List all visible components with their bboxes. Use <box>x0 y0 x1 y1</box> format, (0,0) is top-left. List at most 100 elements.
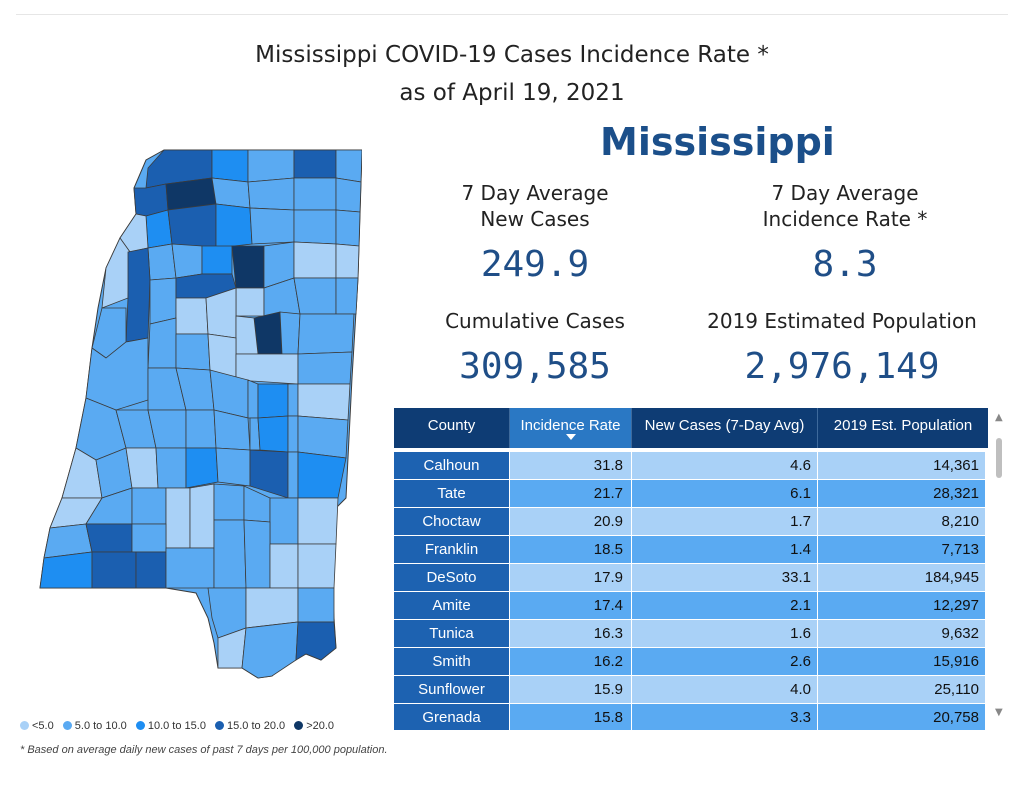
county[interactable] <box>147 243 177 281</box>
cell-county: Franklin <box>394 536 510 564</box>
county[interactable] <box>247 379 259 419</box>
county[interactable] <box>165 487 191 549</box>
cell-population: 8,210 <box>818 508 986 536</box>
county[interactable] <box>293 209 337 245</box>
scroll-up-icon[interactable]: ▲ <box>995 412 1003 423</box>
table-row[interactable]: Tunica 16.3 1.6 9,632 <box>394 620 988 648</box>
county[interactable] <box>175 333 211 371</box>
county[interactable] <box>215 203 253 249</box>
legend-item: >20.0 <box>294 720 334 732</box>
cell-population: 20,758 <box>818 704 986 730</box>
column-header-new-cases[interactable]: New Cases (7-Day Avg) <box>632 408 818 448</box>
kpi-population-label: 2019 Estimated Population <box>707 309 977 333</box>
county[interactable] <box>85 523 133 553</box>
county[interactable] <box>293 149 337 179</box>
county[interactable] <box>185 447 219 489</box>
county[interactable] <box>241 621 299 679</box>
county[interactable] <box>295 621 337 661</box>
county[interactable] <box>215 447 251 487</box>
county-table[interactable]: County Incidence Rate New Cases (7-Day A… <box>394 408 988 730</box>
county[interactable] <box>293 277 337 315</box>
column-header-population[interactable]: 2019 Est. Population <box>833 417 973 434</box>
county[interactable] <box>155 447 187 489</box>
county[interactable] <box>247 149 295 183</box>
county[interactable] <box>235 315 259 355</box>
county[interactable] <box>335 209 361 247</box>
table-row[interactable]: Franklin 18.5 1.4 7,713 <box>394 536 988 564</box>
county[interactable] <box>85 337 149 411</box>
county[interactable] <box>269 497 299 545</box>
table-row[interactable]: Calhoun 31.8 4.6 14,361 <box>394 452 988 480</box>
county[interactable] <box>253 311 283 355</box>
county[interactable] <box>297 351 353 385</box>
scroll-thumb[interactable] <box>996 438 1002 478</box>
cell-incidence-rate: 20.9 <box>510 508 632 536</box>
county[interactable] <box>249 207 295 245</box>
cell-county: Calhoun <box>394 452 510 480</box>
county[interactable] <box>185 409 217 449</box>
county[interactable] <box>39 551 93 589</box>
county[interactable] <box>165 547 215 589</box>
county[interactable] <box>335 177 362 213</box>
county[interactable] <box>175 297 209 335</box>
county[interactable] <box>293 241 337 279</box>
table-row[interactable]: Smith 16.2 2.6 15,916 <box>394 648 988 676</box>
county[interactable] <box>245 587 299 629</box>
county[interactable] <box>91 551 137 589</box>
county[interactable] <box>135 551 167 589</box>
scroll-down-icon[interactable]: ▼ <box>995 707 1003 718</box>
county[interactable] <box>167 203 217 249</box>
county[interactable] <box>297 383 351 421</box>
cell-new-cases: 3.3 <box>632 704 818 730</box>
table-row[interactable]: DeSoto 17.9 33.1 184,945 <box>394 564 988 592</box>
county[interactable] <box>125 247 151 343</box>
county[interactable] <box>257 383 289 419</box>
county[interactable] <box>201 245 233 275</box>
county[interactable] <box>297 451 347 499</box>
county[interactable] <box>293 177 337 211</box>
county[interactable] <box>287 383 299 417</box>
table-row[interactable]: Amite 17.4 2.1 12,297 <box>394 592 988 620</box>
county[interactable] <box>297 543 337 589</box>
county[interactable] <box>131 487 167 525</box>
table-row[interactable]: Tate 21.7 6.1 28,321 <box>394 480 988 508</box>
county[interactable] <box>287 451 299 499</box>
county[interactable] <box>269 543 299 589</box>
county[interactable] <box>287 415 299 453</box>
county[interactable] <box>211 177 251 209</box>
county[interactable] <box>297 415 349 459</box>
cell-population: 15,916 <box>818 648 986 676</box>
county[interactable] <box>211 149 249 183</box>
county[interactable] <box>213 519 247 589</box>
county[interactable] <box>213 483 245 521</box>
county[interactable] <box>145 209 173 249</box>
county[interactable] <box>257 415 289 453</box>
county[interactable] <box>243 519 271 589</box>
county[interactable] <box>101 237 131 309</box>
column-header-incidence-rate[interactable]: Incidence Rate <box>510 408 632 448</box>
table-scrollbar[interactable]: ▲ ▼ <box>993 412 1005 718</box>
county[interactable] <box>125 447 159 489</box>
county-tiles <box>39 149 362 679</box>
county[interactable] <box>247 177 295 211</box>
county[interactable] <box>297 587 335 623</box>
county[interactable] <box>147 317 177 369</box>
county[interactable] <box>149 277 177 325</box>
county[interactable] <box>297 497 339 545</box>
table-row[interactable]: Grenada 15.8 3.3 20,758 <box>394 704 988 730</box>
county[interactable] <box>171 243 203 279</box>
mississippi-county-map[interactable] <box>36 148 362 688</box>
county[interactable] <box>189 483 215 549</box>
table-row[interactable]: Sunflower 15.9 4.0 25,110 <box>394 676 988 704</box>
state-name: Mississippi <box>600 120 835 164</box>
table-row[interactable]: Choctaw 20.9 1.7 8,210 <box>394 508 988 536</box>
county[interactable] <box>231 245 265 289</box>
county[interactable] <box>335 243 360 279</box>
county[interactable] <box>279 311 301 355</box>
column-header-county[interactable]: County <box>394 408 510 448</box>
county[interactable] <box>235 287 265 317</box>
county[interactable] <box>335 277 359 315</box>
county[interactable] <box>297 313 355 355</box>
county[interactable] <box>335 149 362 183</box>
county[interactable] <box>131 523 167 553</box>
